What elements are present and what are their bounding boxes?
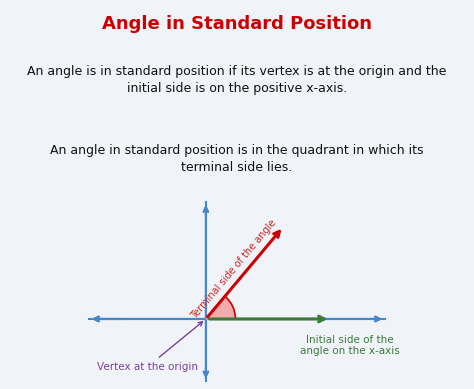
Text: Vertex at the origin: Vertex at the origin <box>97 322 202 372</box>
Text: Terminal side of the angle: Terminal side of the angle <box>190 218 279 321</box>
Text: Angle in Standard Position: Angle in Standard Position <box>102 15 372 33</box>
Wedge shape <box>206 296 236 319</box>
Text: An angle is in standard position if its vertex is at the origin and the
initial : An angle is in standard position if its … <box>27 65 447 95</box>
Text: An angle in standard position is in the quadrant in which its
terminal side lies: An angle in standard position is in the … <box>50 144 424 174</box>
Text: Initial side of the
angle on the x-axis: Initial side of the angle on the x-axis <box>300 335 400 356</box>
